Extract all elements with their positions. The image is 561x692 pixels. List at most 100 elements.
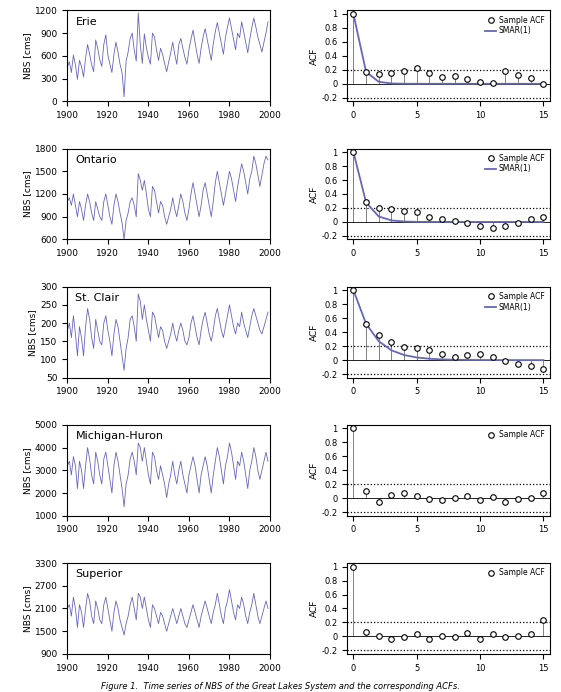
Y-axis label: ACF: ACF [310,47,319,64]
Sample ACF [527,215,534,224]
Sample ACF [540,80,547,89]
Sample ACF [439,349,445,358]
Sample ACF [540,213,547,221]
Text: St. Clair: St. Clair [75,293,119,303]
Sample ACF [502,222,509,230]
SMAR(1) [477,218,484,226]
SMAR(1) [464,218,471,226]
Sample ACF [350,424,357,432]
Legend: Sample ACF: Sample ACF [484,429,546,441]
SMAR(1) [426,354,433,363]
SMAR(1) [401,80,407,88]
Sample ACF [413,630,420,639]
Sample ACF [401,633,407,641]
Sample ACF [413,208,420,217]
Sample ACF [388,338,395,346]
Sample ACF [350,148,357,156]
Sample ACF [363,628,370,636]
Sample ACF [452,633,458,641]
Sample ACF [527,363,534,371]
Sample ACF [464,75,471,83]
Sample ACF [375,204,382,212]
SMAR(1) [388,346,395,354]
SMAR(1) [527,218,534,226]
SMAR(1) [540,80,547,88]
Sample ACF [464,219,471,227]
Line: Sample ACF: Sample ACF [351,11,546,87]
SMAR(1) [515,218,522,226]
Sample ACF [363,68,370,76]
SMAR(1) [363,320,370,328]
Sample ACF [515,71,522,79]
Sample ACF [413,64,420,73]
Sample ACF [502,498,509,507]
SMAR(1) [439,355,445,363]
Legend: Sample ACF: Sample ACF [484,567,546,579]
Sample ACF [464,351,471,359]
Sample ACF [363,198,370,206]
SMAR(1) [363,68,370,76]
Sample ACF [350,10,357,18]
Sample ACF [452,353,458,361]
Sample ACF [502,356,509,365]
Sample ACF [401,66,407,75]
SMAR(1) [527,356,534,364]
Legend: Sample ACF, SMAR(1): Sample ACF, SMAR(1) [484,291,546,313]
Sample ACF [515,360,522,368]
Sample ACF [477,349,484,358]
SMAR(1) [426,218,433,226]
Sample ACF [388,491,395,500]
Line: Sample ACF: Sample ACF [351,287,546,372]
Legend: Sample ACF, SMAR(1): Sample ACF, SMAR(1) [484,15,546,37]
Legend: Sample ACF, SMAR(1): Sample ACF, SMAR(1) [484,152,546,175]
SMAR(1) [452,218,458,226]
Sample ACF [502,67,509,75]
SMAR(1) [540,218,547,226]
SMAR(1) [413,218,420,226]
Sample ACF [375,498,382,507]
Y-axis label: NBS [cms]: NBS [cms] [23,585,32,632]
Sample ACF [515,495,522,503]
Line: Sample ACF: Sample ACF [351,426,546,505]
SMAR(1) [527,80,534,88]
Sample ACF [540,615,547,623]
SMAR(1) [464,356,471,364]
Text: Erie: Erie [75,17,97,27]
SMAR(1) [464,80,471,88]
SMAR(1) [439,218,445,226]
SMAR(1) [413,80,420,88]
SMAR(1) [489,80,496,88]
Sample ACF [439,73,445,81]
Sample ACF [489,79,496,87]
Sample ACF [375,632,382,640]
SMAR(1) [375,212,382,221]
Text: Michigan-Huron: Michigan-Huron [75,431,163,441]
Sample ACF [439,632,445,640]
SMAR(1) [540,356,547,364]
SMAR(1) [502,80,509,88]
Sample ACF [489,353,496,361]
Sample ACF [540,365,547,374]
Sample ACF [401,207,407,215]
Sample ACF [388,206,395,214]
Line: SMAR(1): SMAR(1) [353,290,544,360]
SMAR(1) [439,80,445,88]
Text: Figure 1.  Time series of NBS of the Great Lakes System and the corresponding AC: Figure 1. Time series of NBS of the Grea… [101,682,460,691]
Sample ACF [477,495,484,504]
SMAR(1) [477,356,484,364]
SMAR(1) [452,356,458,364]
Sample ACF [489,224,496,233]
Sample ACF [426,346,433,354]
SMAR(1) [375,337,382,345]
SMAR(1) [502,356,509,364]
Sample ACF [388,635,395,643]
Y-axis label: NBS [cms]: NBS [cms] [23,171,32,217]
Y-axis label: NBS [cms]: NBS [cms] [29,309,38,356]
Sample ACF [439,496,445,504]
Line: Sample ACF: Sample ACF [351,149,546,231]
Sample ACF [464,629,471,637]
Sample ACF [477,635,484,644]
SMAR(1) [452,80,458,88]
SMAR(1) [515,356,522,364]
Sample ACF [401,489,407,498]
